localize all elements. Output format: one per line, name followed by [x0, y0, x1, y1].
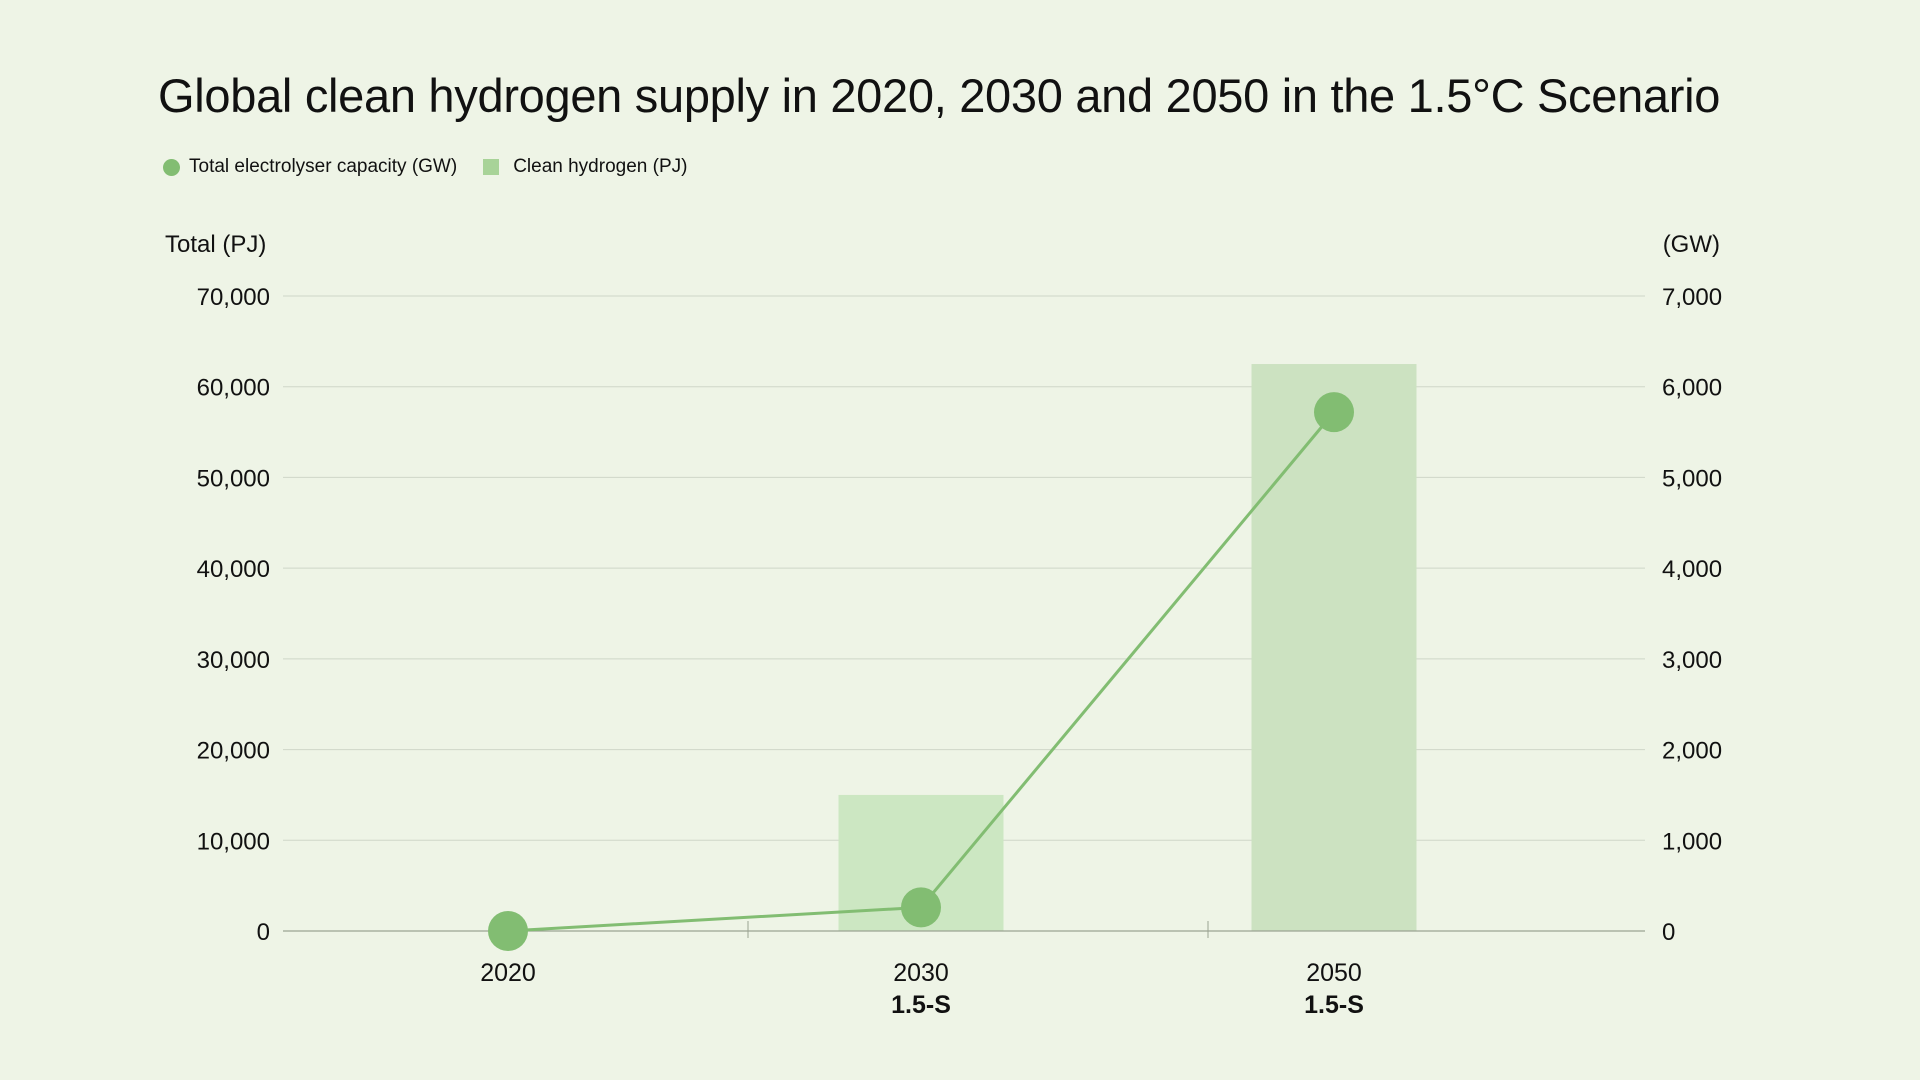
- bar-clean-hydrogen: [1251, 364, 1417, 931]
- y-left-tick-label: 20,000: [197, 738, 270, 765]
- y-right-axis-title: (GW): [1663, 231, 1720, 258]
- point-electrolyser-capacity: [1314, 392, 1354, 433]
- x-category-label: 2050: [1306, 959, 1362, 987]
- legend: Total electrolyser capacity (GW) Clean h…: [163, 156, 713, 178]
- legend-item-capacity: Total electrolyser capacity (GW): [163, 156, 457, 178]
- y-left-tick-label: 70,000: [197, 284, 270, 311]
- legend-label-capacity: Total electrolyser capacity (GW): [189, 156, 458, 177]
- y-right-tick-label: 1,000: [1662, 828, 1722, 855]
- legend-circle-marker-icon: [163, 158, 180, 176]
- y-left-tick-label: 30,000: [197, 647, 270, 674]
- x-category-sublabel: 1.5-S: [891, 991, 951, 1019]
- y-right-tick-label: 7,000: [1662, 284, 1722, 311]
- y-left-tick-label: 40,000: [197, 556, 270, 583]
- legend-item-hydrogen: Clean hydrogen (PJ): [483, 156, 687, 178]
- y-left-axis-title: Total (PJ): [165, 231, 266, 258]
- y-left-tick-label: 60,000: [197, 375, 270, 402]
- x-category-label: 2030: [893, 959, 949, 987]
- point-electrolyser-capacity: [901, 887, 941, 928]
- x-category-sublabel: 1.5-S: [1304, 991, 1364, 1019]
- y-left-tick-label: 10,000: [197, 828, 270, 855]
- y-right-tick-label: 6,000: [1662, 375, 1722, 402]
- legend-square-marker-icon: [483, 159, 500, 175]
- y-left-tick-label: 0: [257, 919, 270, 946]
- y-right-tick-label: 2,000: [1662, 738, 1722, 765]
- y-right-tick-label: 4,000: [1662, 556, 1722, 583]
- y-right-tick-label: 5,000: [1662, 465, 1722, 492]
- y-right-tick-label: 0: [1662, 919, 1675, 946]
- y-right-tick-label: 3,000: [1662, 647, 1722, 674]
- chart-title: Global clean hydrogen supply in 2020, 20…: [158, 69, 1721, 122]
- y-left-tick-label: 50,000: [197, 465, 270, 492]
- x-category-label: 2020: [480, 959, 536, 987]
- point-electrolyser-capacity: [488, 910, 528, 951]
- legend-label-hydrogen: Clean hydrogen (PJ): [513, 156, 688, 177]
